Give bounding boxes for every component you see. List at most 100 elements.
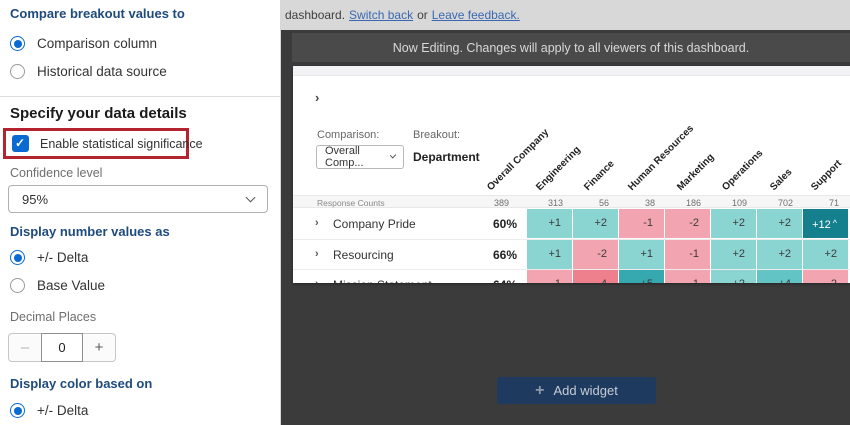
radio-color-delta[interactable]: +/- Delta: [10, 403, 88, 418]
decimal-places-stepper: – 0 +: [8, 333, 116, 362]
column-header: Sales: [768, 166, 795, 193]
radio-comparison-column[interactable]: Comparison column: [10, 36, 157, 51]
column-header: Finance: [582, 158, 617, 193]
radio-base-value[interactable]: Base Value: [10, 278, 105, 293]
confidence-level-select[interactable]: 95%: [8, 185, 268, 213]
heatmap-cell[interactable]: -1: [665, 240, 710, 269]
chevron-down-icon: [245, 192, 256, 202]
cell-value: +12: [812, 219, 831, 231]
decimal-places-value[interactable]: 0: [41, 333, 83, 362]
comparison-select[interactable]: Overall Comp...: [316, 145, 404, 169]
radio-label: Comparison column: [37, 36, 158, 51]
radio-label: Base Value: [37, 278, 106, 293]
breakout-value: Department: [413, 150, 480, 164]
response-counts-label: Response Counts: [317, 198, 385, 208]
add-widget-label: Add widget: [553, 383, 618, 398]
heatmap-cell[interactable]: -1: [665, 270, 710, 283]
row-expand-chevron-icon[interactable]: ›: [315, 248, 319, 260]
settings-sidebar: Compare breakout values to Comparison co…: [0, 0, 281, 425]
preview-topbar: dashboard. Switch back or Leave feedback…: [281, 0, 850, 30]
breakout-label: Breakout:: [413, 129, 461, 141]
decrement-button[interactable]: –: [8, 333, 41, 362]
decimal-places-label: Decimal Places: [10, 310, 97, 324]
significance-highlight-box: Enable statistical significance: [3, 128, 203, 159]
column-header: Operations: [720, 147, 766, 193]
heatmap-cell[interactable]: +2: [803, 240, 848, 269]
increment-button[interactable]: +: [83, 333, 116, 362]
row-name: Company Pride: [333, 217, 416, 231]
heatmap-cell[interactable]: -4: [573, 270, 618, 283]
heatmap-cell[interactable]: -2: [573, 240, 618, 269]
compare-breakout-heading: Compare breakout values to: [10, 6, 185, 21]
table-row[interactable]: › Company Pride 60% +1 +2 -1 -2 +2 +2 +1…: [293, 209, 850, 239]
heatmap-cell[interactable]: +2: [757, 209, 802, 238]
heatmap-cell[interactable]: +2: [757, 240, 802, 269]
response-count: 38: [644, 198, 655, 208]
dashboard-canvas: dashboard. Switch back or Leave feedback…: [281, 0, 850, 425]
significance-checkbox-label[interactable]: Enable statistical significance: [40, 136, 203, 151]
radio-label: +/- Delta: [37, 403, 89, 418]
display-color-heading: Display color based on: [10, 376, 153, 391]
heatmap-cell[interactable]: +1: [619, 240, 664, 269]
switch-back-link[interactable]: Switch back: [349, 8, 414, 22]
comparison-label: Comparison:: [317, 129, 380, 141]
row-expand-chevron-icon[interactable]: ›: [315, 278, 319, 283]
response-count: 389: [493, 198, 509, 208]
heatmap-cell[interactable]: -1: [527, 270, 572, 283]
column-header: Engineering: [534, 144, 583, 193]
table-row[interactable]: › Mission Statement 64% -1 -4 +5 -1 +2 +…: [293, 269, 850, 283]
topbar-text: dashboard.: [285, 8, 346, 22]
radio-selected-icon[interactable]: [10, 403, 25, 418]
comparison-value: Overall Comp...: [325, 145, 364, 169]
confidence-level-value: 95%: [22, 191, 49, 207]
radio-label: +/- Delta: [37, 250, 89, 265]
response-counts-row: Response Counts 389 313 56 38 186 109 70…: [293, 195, 850, 208]
widget-header-strip: [293, 66, 850, 76]
radio-delta[interactable]: +/- Delta: [10, 250, 88, 265]
heatmap-cell-significant[interactable]: +12 ^: [803, 209, 848, 238]
heatmap-cell[interactable]: +4: [757, 270, 802, 283]
response-count: 56: [598, 198, 609, 208]
column-header: Marketing: [675, 151, 717, 193]
row-overall-value: 66%: [492, 248, 517, 262]
heatmap-cell[interactable]: +1: [527, 240, 572, 269]
heatmap-cell[interactable]: -2: [803, 270, 848, 283]
response-count: 702: [777, 198, 793, 208]
response-count: 313: [547, 198, 563, 208]
heatmap-cell[interactable]: +2: [711, 240, 756, 269]
response-count: 109: [731, 198, 747, 208]
row-name: Resourcing: [333, 248, 394, 262]
response-count: 186: [685, 198, 701, 208]
row-overall-value: 64%: [433, 278, 517, 283]
now-editing-banner: Now Editing. Changes will apply to all v…: [292, 33, 850, 62]
comparison-widget-card: › Comparison: Overall Comp... Breakout: …: [293, 66, 850, 283]
significance-caret-icon: ^: [832, 218, 837, 228]
plus-icon: +: [535, 381, 545, 399]
radio-historical-data-source[interactable]: Historical data source: [10, 64, 167, 79]
expand-chevron-icon[interactable]: ›: [315, 90, 320, 105]
heatmap-cell[interactable]: -2: [665, 209, 710, 238]
leave-feedback-link[interactable]: Leave feedback.: [431, 8, 520, 22]
heatmap-cell[interactable]: -1: [619, 209, 664, 238]
radio-unselected-icon[interactable]: [10, 278, 25, 293]
display-number-heading: Display number values as: [10, 224, 170, 239]
confidence-level-label: Confidence level: [10, 166, 103, 180]
radio-selected-icon[interactable]: [10, 36, 25, 51]
topbar-conjunction: or: [417, 8, 428, 22]
heatmap-cell[interactable]: +5: [619, 270, 664, 283]
section-divider: [0, 96, 281, 97]
row-name: Mission Statement: [333, 278, 432, 283]
radio-unselected-icon[interactable]: [10, 64, 25, 79]
checked-checkbox-icon[interactable]: [12, 135, 29, 152]
heatmap-cell[interactable]: +2: [573, 209, 618, 238]
row-expand-chevron-icon[interactable]: ›: [315, 217, 319, 229]
heatmap-cell[interactable]: +2: [711, 209, 756, 238]
heatmap-cell[interactable]: +1: [527, 209, 572, 238]
table-row[interactable]: › Resourcing 66% +1 -2 +1 -1 +2 +2 +2: [293, 239, 850, 269]
add-widget-button[interactable]: + Add widget: [497, 377, 656, 404]
column-header: Support: [809, 158, 845, 193]
data-details-heading: Specify your data details: [10, 105, 187, 122]
heatmap-cell[interactable]: +2: [711, 270, 756, 283]
row-overall-value: 60%: [492, 217, 517, 231]
radio-selected-icon[interactable]: [10, 250, 25, 265]
